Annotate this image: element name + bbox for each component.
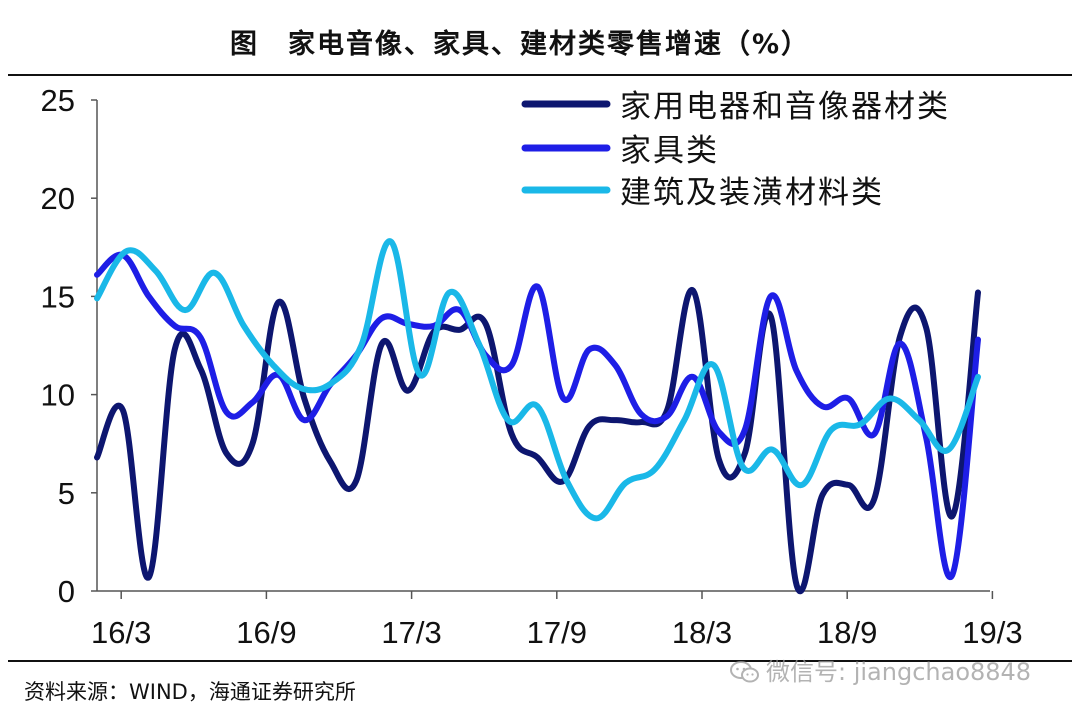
wechat-icon [730, 661, 760, 683]
series-line-1 [94, 287, 981, 595]
y-tick-label: 25 [41, 83, 75, 118]
footer-divider [8, 660, 1072, 662]
legend-label-1: 家用电器和音像器材类 [620, 89, 950, 125]
legend-label-3: 建筑及装潢材料类 [620, 175, 884, 211]
title-bar: 图 家电音像、家具、建材类零售增速（%） [8, 0, 1072, 76]
y-tick-label: 20 [41, 181, 75, 216]
chart-title: 图 家电音像、家具、建材类零售增速（%） [230, 29, 811, 60]
x-tick-label: 16/3 [91, 615, 151, 650]
x-tick-label: 16/9 [236, 615, 296, 650]
x-tick-label: 17/3 [381, 615, 441, 650]
legend-label-2: 家具类 [620, 133, 719, 169]
y-tick-label: 15 [41, 279, 75, 314]
watermark: 微信号: jiangchao8848 [730, 652, 1031, 687]
watermark-text: 微信号: jiangchao8848 [766, 658, 1032, 686]
series-line-2 [94, 251, 981, 581]
y-tick-label: 0 [58, 574, 75, 609]
x-tick-label: 18/9 [817, 615, 877, 650]
y-tick-label: 10 [41, 378, 75, 413]
x-tick-label: 18/3 [672, 615, 732, 650]
x-tick-label: 19/3 [962, 615, 1022, 650]
series-line-3 [94, 238, 981, 522]
x-tick-label: 17/9 [527, 615, 587, 650]
source-note: 资料来源：WIND，海通证券研究所 [24, 680, 356, 704]
y-tick-label: 5 [58, 476, 75, 511]
